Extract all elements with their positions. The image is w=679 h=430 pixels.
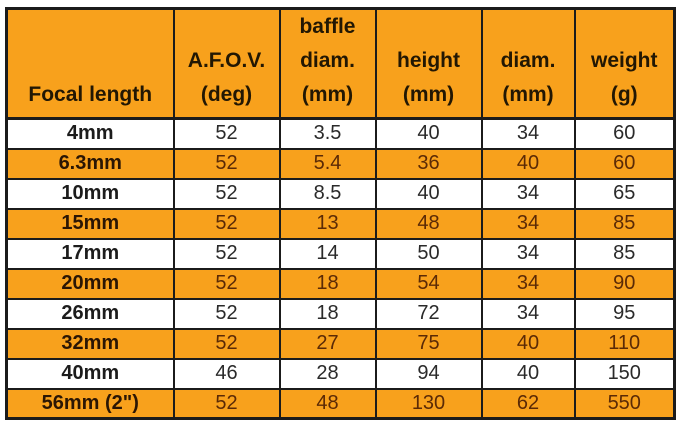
cell-afov-deg: 46	[172, 357, 281, 390]
cell-height-mm: 72	[374, 297, 483, 330]
cell-weight-g: 65	[573, 177, 676, 210]
cell-diam-mm: 62	[480, 387, 576, 420]
header-row: Focal length A.F.O.V. (deg) baffle diam. (…	[5, 7, 676, 121]
table-row-15mm: 15mm 52 13 48 34 85	[5, 207, 676, 240]
column-header-baffle-diam-mm: baffle diam. (mm)	[278, 7, 377, 121]
cell-weight-g: 550	[573, 387, 676, 420]
column-header-diam-mm: diam. (mm)	[480, 7, 576, 121]
cell-afov-deg: 52	[172, 237, 281, 270]
cell-weight-g: 60	[573, 117, 676, 150]
cell-diam-mm: 34	[480, 117, 576, 150]
cell-weight-g: 90	[573, 267, 676, 300]
cell-height-mm: 48	[374, 207, 483, 240]
cell-weight-g: 110	[573, 327, 676, 360]
table-row-4mm: 4mm 52 3.5 40 34 60	[5, 117, 676, 150]
column-header-height-mm: height (mm)	[374, 7, 483, 121]
cell-weight-g: 60	[573, 147, 676, 180]
cell-focal-length: 40mm	[5, 357, 175, 390]
cell-diam-mm: 34	[480, 267, 576, 300]
cell-diam-mm: 40	[480, 147, 576, 180]
table-body: 4mm 52 3.5 40 34 60 6.3mm 52 5.4 36 40 60 10mm 52 8.5 4…	[5, 117, 676, 420]
cell-height-mm: 36	[374, 147, 483, 180]
table-row-20mm: 20mm 52 18 54 34 90	[5, 267, 676, 300]
cell-weight-g: 95	[573, 297, 676, 330]
table-row-40mm: 40mm 46 28 94 40 150	[5, 357, 676, 390]
cell-baffle-diam-mm: 3.5	[278, 117, 377, 150]
cell-height-mm: 94	[374, 357, 483, 390]
column-header-afov-deg: A.F.O.V. (deg)	[172, 7, 281, 121]
table-row-6.3mm: 6.3mm 52 5.4 36 40 60	[5, 147, 676, 180]
cell-diam-mm: 40	[480, 357, 576, 390]
cell-baffle-diam-mm: 48	[278, 387, 377, 420]
cell-diam-mm: 34	[480, 177, 576, 210]
table-row-10mm: 10mm 52 8.5 40 34 65	[5, 177, 676, 210]
cell-focal-length: 20mm	[5, 267, 175, 300]
cell-baffle-diam-mm: 8.5	[278, 177, 377, 210]
spec-table-container: Focal length A.F.O.V. (deg) baffle diam. (…	[5, 7, 676, 421]
cell-weight-g: 85	[573, 237, 676, 270]
cell-baffle-diam-mm: 27	[278, 327, 377, 360]
cell-afov-deg: 52	[172, 177, 281, 210]
cell-diam-mm: 40	[480, 327, 576, 360]
cell-baffle-diam-mm: 18	[278, 267, 377, 300]
cell-height-mm: 40	[374, 117, 483, 150]
cell-focal-length: 15mm	[5, 207, 175, 240]
cell-diam-mm: 34	[480, 237, 576, 270]
table-row-56mm2: 56mm (2") 52 48 130 62 550	[5, 387, 676, 420]
cell-diam-mm: 34	[480, 207, 576, 240]
table-row-26mm: 26mm 52 18 72 34 95	[5, 297, 676, 330]
cell-focal-length: 56mm (2")	[5, 387, 175, 420]
cell-focal-length: 17mm	[5, 237, 175, 270]
cell-focal-length: 10mm	[5, 177, 175, 210]
cell-baffle-diam-mm: 13	[278, 207, 377, 240]
table-row-17mm: 17mm 52 14 50 34 85	[5, 237, 676, 270]
cell-height-mm: 75	[374, 327, 483, 360]
cell-baffle-diam-mm: 18	[278, 297, 377, 330]
cell-baffle-diam-mm: 5.4	[278, 147, 377, 180]
cell-baffle-diam-mm: 28	[278, 357, 377, 390]
cell-height-mm: 50	[374, 237, 483, 270]
cell-focal-length: 32mm	[5, 327, 175, 360]
cell-height-mm: 54	[374, 267, 483, 300]
cell-diam-mm: 34	[480, 297, 576, 330]
cell-afov-deg: 52	[172, 387, 281, 420]
table-row-32mm: 32mm 52 27 75 40 110	[5, 327, 676, 360]
cell-afov-deg: 52	[172, 207, 281, 240]
cell-focal-length: 6.3mm	[5, 147, 175, 180]
cell-height-mm: 130	[374, 387, 483, 420]
cell-weight-g: 85	[573, 207, 676, 240]
cell-focal-length: 26mm	[5, 297, 175, 330]
column-header-weight-g: weight (g)	[573, 7, 676, 121]
cell-afov-deg: 52	[172, 147, 281, 180]
cell-afov-deg: 52	[172, 267, 281, 300]
cell-baffle-diam-mm: 14	[278, 237, 377, 270]
eyepiece-spec-table: Focal length A.F.O.V. (deg) baffle diam. (…	[5, 7, 676, 421]
cell-height-mm: 40	[374, 177, 483, 210]
cell-afov-deg: 52	[172, 297, 281, 330]
cell-focal-length: 4mm	[5, 117, 175, 150]
column-header-focal-length: Focal length	[5, 7, 175, 121]
cell-afov-deg: 52	[172, 117, 281, 150]
cell-afov-deg: 52	[172, 327, 281, 360]
cell-weight-g: 150	[573, 357, 676, 390]
